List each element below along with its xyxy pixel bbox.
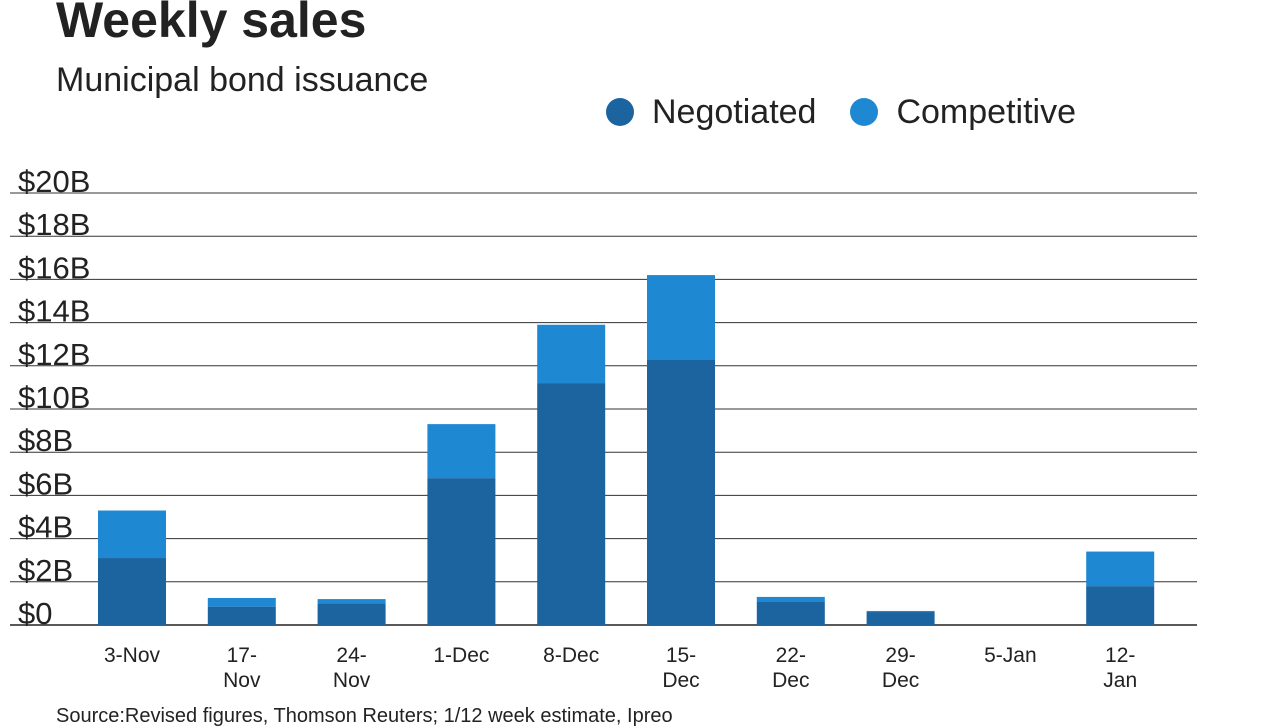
bar-competitive: [317, 599, 386, 604]
y-tick-label: $2B: [18, 553, 73, 588]
bar-negotiated: [647, 359, 715, 625]
x-tick-label: Jan: [1103, 669, 1137, 692]
bar-competitive: [1086, 551, 1155, 587]
y-tick-label: $16B: [18, 250, 90, 285]
legend-label-competitive: Competitive: [896, 93, 1076, 131]
x-tick-label: Dec: [882, 669, 919, 692]
y-tick-label: $18B: [18, 207, 90, 242]
bar-negotiated: [866, 612, 935, 625]
y-tick-label: $12B: [18, 337, 90, 372]
legend-item-competitive: Competitive: [850, 92, 1076, 132]
x-tick-label: 1-Dec: [433, 644, 489, 667]
y-tick-label: $6B: [18, 466, 73, 501]
y-tick-label: $4B: [18, 510, 73, 545]
x-tick-label: 12-: [1105, 644, 1135, 667]
bar-competitive: [98, 510, 166, 559]
x-tick-label: Dec: [772, 669, 809, 692]
bar-negotiated: [537, 383, 606, 625]
y-tick-label: $10B: [18, 380, 90, 415]
y-tick-label: $14B: [18, 294, 90, 329]
x-tick-label: Nov: [223, 669, 261, 692]
bar-negotiated: [98, 558, 166, 625]
y-tick-label: $20B: [18, 164, 90, 199]
legend-item-negotiated: Negotiated: [606, 92, 816, 132]
bar-competitive: [427, 424, 496, 479]
bar-negotiated: [756, 601, 825, 625]
x-tick-label: Dec: [662, 669, 699, 692]
x-tick-label: 3-Nov: [104, 644, 161, 667]
bar-negotiated: [317, 603, 386, 625]
x-tick-label: 8-Dec: [543, 644, 599, 667]
chart-title: Weekly sales: [56, 0, 367, 48]
bar-competitive: [537, 324, 606, 384]
bar-competitive: [647, 275, 715, 360]
legend-swatch-competitive: [850, 98, 879, 126]
y-tick-label: $0: [18, 596, 52, 631]
bar-competitive: [866, 610, 935, 613]
x-tick-label: 5-Jan: [984, 644, 1037, 667]
chart-legend: Negotiated Competitive: [606, 92, 1110, 132]
x-tick-label: Nov: [333, 669, 371, 692]
bar-negotiated: [427, 478, 496, 625]
y-tick-label: $8B: [18, 423, 73, 458]
bar-competitive: [207, 598, 276, 607]
x-tick-label: 15-: [666, 644, 696, 667]
bar-competitive: [756, 596, 825, 602]
x-tick-label: 29-: [885, 644, 915, 667]
chart-subtitle: Municipal bond issuance: [56, 61, 429, 99]
legend-swatch-negotiated: [606, 98, 634, 126]
x-tick-label: 24-: [336, 644, 366, 667]
x-tick-label: 22-: [776, 644, 806, 667]
source-note: Source:Revised figures, Thomson Reuters;…: [56, 705, 673, 727]
bar-negotiated: [207, 606, 276, 625]
legend-label-negotiated: Negotiated: [652, 93, 817, 131]
x-tick-label: 17-: [227, 644, 257, 667]
bar-negotiated: [1086, 586, 1155, 625]
